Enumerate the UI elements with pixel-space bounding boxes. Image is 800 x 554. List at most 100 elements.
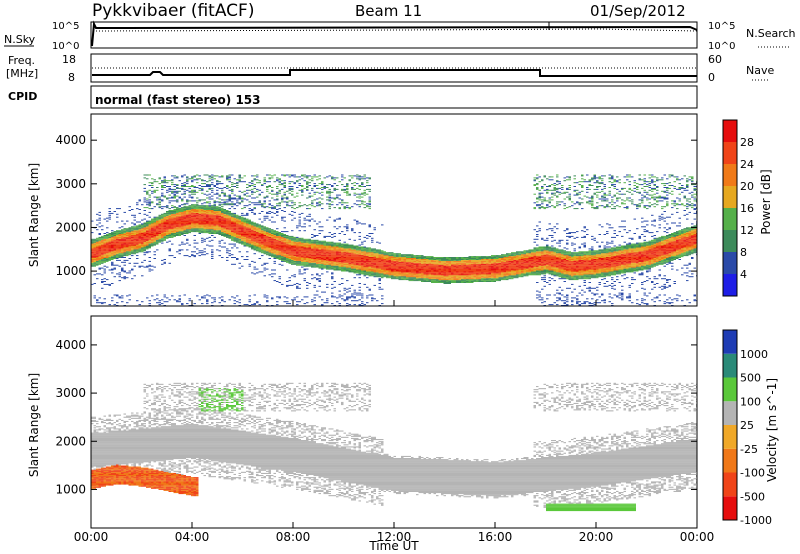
power-cell bbox=[163, 261, 166, 263]
power-cell bbox=[231, 224, 234, 226]
power-cell bbox=[131, 236, 134, 238]
power-cell bbox=[271, 232, 274, 234]
power-cell bbox=[313, 261, 316, 263]
power-cell bbox=[156, 197, 159, 199]
power-cell bbox=[263, 201, 266, 203]
power-cell bbox=[93, 239, 96, 241]
power-cell bbox=[291, 253, 294, 255]
power-cell bbox=[241, 198, 244, 200]
power-cell bbox=[106, 279, 109, 281]
power-cell bbox=[328, 204, 331, 206]
power-cell bbox=[138, 265, 141, 267]
power-cell bbox=[291, 237, 294, 239]
power-cell bbox=[326, 286, 329, 288]
power-cell bbox=[223, 203, 226, 205]
power-cell bbox=[306, 253, 309, 255]
power-cell bbox=[251, 188, 254, 190]
power-cell bbox=[341, 278, 344, 280]
power-cell bbox=[143, 230, 146, 232]
power-cell bbox=[91, 251, 94, 253]
power-cell bbox=[288, 174, 291, 176]
power-cell bbox=[336, 301, 339, 303]
power-cell bbox=[258, 200, 261, 202]
power-cell bbox=[163, 216, 166, 218]
power-cell bbox=[313, 249, 316, 251]
power-cell bbox=[163, 177, 166, 179]
power-cell bbox=[158, 302, 161, 304]
power-cell bbox=[173, 222, 176, 224]
power-cell bbox=[121, 244, 124, 246]
power-cell bbox=[176, 211, 179, 212]
power-cell bbox=[273, 258, 276, 259]
power-cell bbox=[176, 200, 179, 202]
power-cell bbox=[353, 289, 356, 291]
power-cell bbox=[291, 246, 294, 248]
power-cell bbox=[336, 268, 339, 270]
power-cell bbox=[311, 246, 314, 248]
power-cell bbox=[208, 185, 211, 186]
power-cell bbox=[146, 246, 149, 248]
power-cell bbox=[198, 227, 201, 229]
power-cell bbox=[308, 251, 311, 253]
power-cell bbox=[171, 222, 174, 224]
power-cell bbox=[306, 188, 309, 190]
power-cell bbox=[283, 182, 286, 184]
power-cell bbox=[106, 241, 109, 243]
power-cell bbox=[316, 274, 319, 276]
power-cell bbox=[126, 277, 129, 279]
power-cell bbox=[318, 285, 321, 287]
power-cell bbox=[303, 249, 306, 251]
power-cell bbox=[341, 264, 344, 266]
power-cell bbox=[278, 278, 281, 280]
power-cell bbox=[291, 200, 294, 202]
power-cell bbox=[251, 226, 254, 228]
power-cell bbox=[366, 277, 369, 279]
power-cell bbox=[301, 263, 304, 265]
power-cell bbox=[228, 174, 231, 176]
power-cell bbox=[266, 228, 269, 230]
power-cell bbox=[126, 242, 129, 244]
freq-label-1: Freq. bbox=[8, 54, 35, 67]
power-cell bbox=[201, 297, 204, 299]
power-cell bbox=[338, 257, 341, 258]
power-cell bbox=[193, 213, 196, 215]
power-cell bbox=[323, 254, 326, 256]
power-cell bbox=[256, 223, 259, 225]
power-cell bbox=[138, 228, 141, 230]
power-cell bbox=[141, 204, 144, 206]
power-cell bbox=[233, 186, 236, 187]
power-cell bbox=[138, 232, 141, 234]
power-cell bbox=[106, 235, 109, 237]
power-cell bbox=[183, 213, 186, 215]
power-cell bbox=[363, 194, 366, 196]
power-cell bbox=[193, 200, 196, 202]
power-cell bbox=[256, 176, 259, 178]
power-cell bbox=[126, 241, 129, 243]
power-cell bbox=[296, 181, 299, 183]
power-cell bbox=[313, 251, 316, 253]
power-cell bbox=[313, 185, 316, 186]
power-cell bbox=[248, 224, 251, 226]
power-cell bbox=[268, 236, 271, 238]
power-cell bbox=[293, 252, 296, 254]
power-cell bbox=[248, 201, 251, 203]
power-cell bbox=[361, 257, 364, 258]
power-cell bbox=[356, 251, 359, 253]
power-cell bbox=[366, 252, 369, 254]
power-cell bbox=[281, 252, 284, 254]
power-cell bbox=[161, 215, 164, 217]
power-cell bbox=[236, 238, 239, 240]
power-cell bbox=[213, 175, 216, 177]
power-cell bbox=[226, 224, 229, 226]
power-cell bbox=[163, 182, 166, 184]
power-cell bbox=[331, 260, 334, 262]
power-cell bbox=[218, 302, 221, 304]
power-cell bbox=[156, 216, 159, 218]
power-cell bbox=[308, 247, 311, 249]
power-cell bbox=[333, 250, 336, 252]
power-cell bbox=[303, 243, 306, 245]
power-cell bbox=[358, 250, 361, 252]
power-cell bbox=[166, 297, 169, 299]
power-cell bbox=[181, 183, 184, 185]
power-cell bbox=[236, 229, 239, 231]
